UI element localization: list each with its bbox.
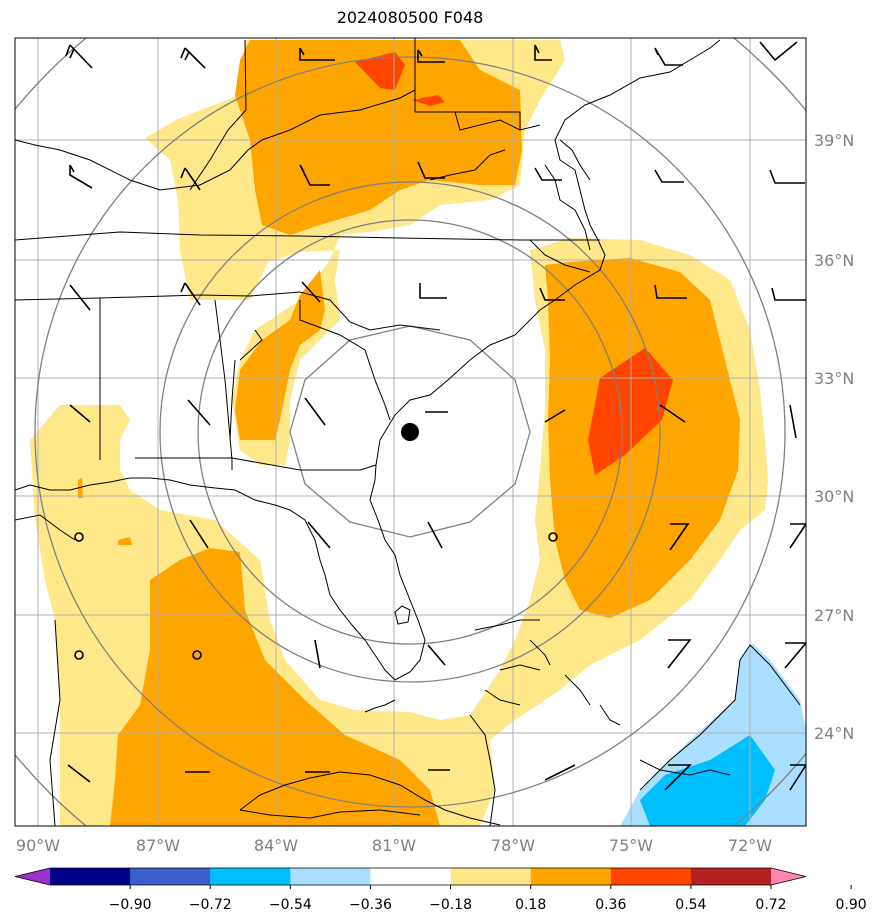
contour-fill-blue: [640, 735, 775, 826]
colorbar-swatch: [290, 868, 371, 885]
colorbar-tick-label: 0.72: [755, 897, 786, 913]
colorbar-swatch: [690, 868, 772, 885]
storm-center-marker: [401, 423, 419, 441]
colorbar-tick-label: −0.36: [349, 897, 392, 913]
colorbar-extend-low: [15, 868, 50, 885]
colorbar-tick-label: −0.18: [429, 897, 472, 913]
lat-label: 24°N: [814, 724, 854, 743]
colorbar-swatch: [610, 868, 692, 885]
colorbar-swatch: [130, 868, 211, 885]
colorbar-swatch: [530, 868, 612, 885]
lat-labels: 39°N 36°N 33°N 30°N 27°N 24°N: [814, 131, 854, 743]
coastlines-borders: [15, 38, 801, 826]
colorbar-tick-label: 0.90: [836, 897, 867, 913]
colorbar-tick-label: 0.36: [595, 897, 626, 913]
colorbar-extend-high: [771, 868, 806, 885]
lon-label: 81°W: [372, 836, 416, 855]
lat-label: 30°N: [814, 487, 854, 506]
colorbar-swatch: [450, 868, 532, 885]
colorbar-swatch: [370, 868, 452, 885]
colorbar-outline: [14, 867, 807, 886]
lat-label: 36°N: [814, 251, 854, 270]
colorbar-tick-label: −0.72: [189, 897, 232, 913]
map-frame: [14, 37, 807, 827]
wind-barbs: [65, 41, 806, 791]
lon-label: 72°W: [728, 836, 772, 855]
lon-label: 78°W: [491, 836, 535, 855]
colorbar-tick-label: 0.18: [515, 897, 546, 913]
colorbar-swatch: [210, 868, 291, 885]
lon-label: 87°W: [136, 836, 180, 855]
calm-circles: [74, 532, 558, 660]
lat-label: 33°N: [814, 369, 854, 388]
colorbar: −0.90 −0.72 −0.54 −0.36 −0.18 0.18 0.36 0.54 0.7…: [14, 867, 867, 913]
lat-label: 27°N: [814, 606, 854, 625]
map-title: 2024080500 F048: [336, 8, 484, 27]
lon-label: 84°W: [254, 836, 298, 855]
lat-label: 39°N: [814, 131, 854, 150]
colorbar-swatch: [50, 868, 131, 885]
graticule: [15, 38, 806, 826]
colorbar-tick-label: 0.54: [675, 897, 706, 913]
lon-label: 90°W: [16, 836, 60, 855]
lon-label: 75°W: [609, 836, 653, 855]
colorbar-tick-label: −0.54: [269, 897, 312, 913]
lon-labels: 90°W 87°W 84°W 81°W 78°W 75°W 72°W: [16, 836, 772, 855]
colorbar-tick-label: −0.90: [109, 897, 152, 913]
